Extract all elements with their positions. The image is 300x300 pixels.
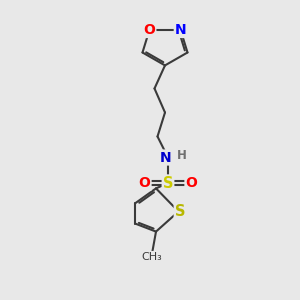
Text: H: H: [177, 148, 186, 162]
Text: O: O: [185, 176, 197, 190]
Text: S: S: [163, 176, 173, 190]
Text: N: N: [175, 23, 186, 37]
Text: CH₃: CH₃: [141, 251, 162, 262]
Text: O: O: [143, 23, 155, 37]
Text: O: O: [139, 176, 151, 190]
Text: N: N: [160, 151, 171, 164]
Text: S: S: [175, 204, 185, 219]
